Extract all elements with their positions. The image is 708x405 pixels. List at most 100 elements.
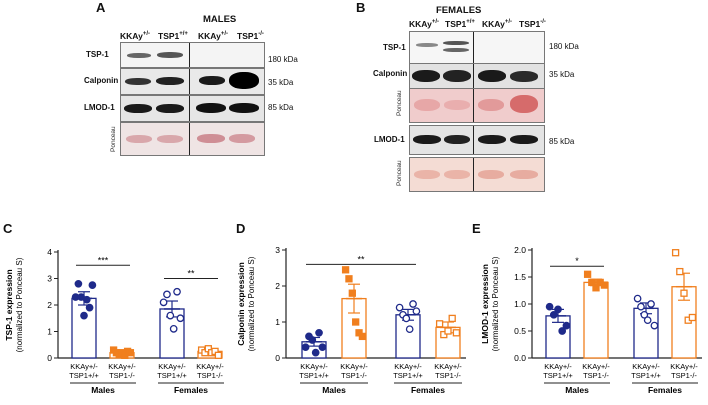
panel-b-blot-tsp1 <box>409 31 545 64</box>
d-data-point <box>395 303 404 312</box>
panel-a-group-1: KKAy+/- <box>120 31 150 41</box>
c-y-axis-label: TSP-1 expression <box>4 269 14 340</box>
e-category-label-line2: TSP1+/+ <box>543 371 573 380</box>
e-category-label-line1: KKAy+/- <box>544 362 572 371</box>
e-data-point <box>637 302 645 311</box>
e-data-point <box>558 327 567 335</box>
e-category-label-line2: TSP1+/+ <box>631 371 661 380</box>
d-category-label-line1: KKAy+/- <box>300 362 328 371</box>
e-sex-group-label: Females <box>648 385 682 395</box>
d-data-point <box>448 314 456 323</box>
panel-b-blot-ponceau-2 <box>409 157 545 192</box>
e-data-point <box>647 300 655 308</box>
e-y-axis-label: LMOD-1 expression <box>480 264 490 344</box>
d-data-point <box>358 332 367 341</box>
d-category-label-line1: KKAy+/- <box>394 362 422 371</box>
e-significance-label: * <box>575 256 579 266</box>
e-data-point <box>549 310 558 319</box>
d-category-label-line1: KKAy+/- <box>434 362 462 371</box>
d-data-point <box>444 327 452 335</box>
c-significance-label: ** <box>187 269 195 279</box>
panel-a-blot-calponin <box>120 68 265 95</box>
e-y-axis-sublabel: (normalized to Ponceau S) <box>491 256 500 351</box>
panel-e-letter: E <box>472 221 481 236</box>
c-data-point <box>214 351 223 359</box>
d-data-point <box>308 336 317 344</box>
e-y-tick-label: 0.0 <box>514 353 526 363</box>
d-y-axis-label: Calponin expression <box>236 262 246 346</box>
c-y-tick-label: 0 <box>47 353 52 363</box>
e-y-tick-label: 2.0 <box>514 245 526 255</box>
d-category-label-line2: TSP1+/+ <box>299 371 329 380</box>
e-data-point <box>633 294 642 303</box>
e-data-point <box>671 249 680 257</box>
c-data-point <box>85 303 94 312</box>
c-category-label-line2: TSP1+/+ <box>69 371 99 380</box>
panel-a-letter: A <box>96 0 106 15</box>
c-data-point <box>126 349 135 357</box>
panel-b-group-4: TSP1-/- <box>519 19 546 29</box>
panel-b-kda-tsp1: 180 kDa <box>549 42 579 51</box>
panel-b-title: FEMALES <box>436 5 482 16</box>
c-data-point <box>159 298 168 307</box>
panel-a-blot-lmod1 <box>120 95 265 122</box>
d-y-tick-label: 0 <box>275 353 280 363</box>
e-category-label-line2: TSP1-/- <box>671 371 697 380</box>
c-category-label-line2: TSP1-/- <box>109 371 135 380</box>
e-sex-group-label: Males <box>565 385 589 395</box>
d-data-point <box>318 343 327 352</box>
c-category-label-line2: TSP1-/- <box>197 371 223 380</box>
e-y-tick-label: 1.0 <box>514 299 526 309</box>
chart-d: Calponin expression (normalized to Poncea… <box>236 245 466 395</box>
c-data-point <box>166 311 175 320</box>
panel-d-letter: D <box>236 221 246 236</box>
e-category-label-line1: KKAy+/- <box>670 362 698 371</box>
c-y-tick-label: 3 <box>47 274 52 284</box>
d-data-point <box>409 300 417 308</box>
d-data-point <box>405 325 414 334</box>
d-significance-label: ** <box>357 254 365 264</box>
d-data-point <box>352 318 360 326</box>
panel-b-row-label-calponin: Calponin <box>373 69 408 78</box>
d-y-tick-label: 2 <box>275 281 280 291</box>
c-data-point <box>88 281 97 289</box>
panel-a-ponceau-label: Ponceau <box>110 126 117 152</box>
c-data-point <box>80 311 88 320</box>
d-y-tick-label: 3 <box>275 245 280 255</box>
panel-b-kda-lmod1: 85 kDa <box>549 137 575 146</box>
c-category-label-line1: KKAy+/- <box>108 362 136 371</box>
panel-b-letter: B <box>356 0 366 15</box>
e-data-point <box>592 284 600 292</box>
panel-a-row-label-tsp1: TSP-1 <box>86 50 109 59</box>
e-data-point <box>676 267 684 276</box>
d-data-point <box>452 329 461 337</box>
e-data-point <box>643 316 652 325</box>
panel-a-kda-lmod1: 85 kDa <box>268 103 294 112</box>
d-category-label-line1: KKAy+/- <box>340 362 368 371</box>
panel-b-row-label-tsp1: TSP-1 <box>383 43 406 52</box>
c-category-label-line1: KKAy+/- <box>158 362 186 371</box>
d-data-point <box>341 266 350 274</box>
c-y-tick-label: 1 <box>47 327 52 337</box>
d-data-point <box>348 289 356 297</box>
panel-b-group-headers: KKAy+/- TSP1+/+ KKAy+/- TSP1-/- <box>409 19 559 31</box>
panel-b-blot-lmod1 <box>409 125 545 155</box>
e-data-point <box>640 310 649 319</box>
panel-a-title: MALES <box>203 14 237 25</box>
c-data-point <box>163 290 171 299</box>
c-sex-group-label: Females <box>174 385 208 395</box>
e-category-label-line1: KKAy+/- <box>632 362 660 371</box>
panel-a-row-label-lmod1: LMOD-1 <box>84 103 115 112</box>
c-sex-group-label: Males <box>91 385 115 395</box>
c-data-point <box>169 325 178 333</box>
c-category-label-line1: KKAy+/- <box>70 362 98 371</box>
c-category-label-line2: TSP1+/+ <box>157 371 187 380</box>
panel-c-letter: C <box>3 221 13 236</box>
panel-b-blot-ponceau-1 <box>409 88 545 123</box>
panel-b-kda-calponin: 35 kDa <box>549 70 575 79</box>
e-data-point <box>680 289 688 297</box>
panel-a-blot-ponceau <box>120 122 265 156</box>
panel-b-blot-calponin <box>409 63 545 89</box>
d-sex-group-label: Males <box>322 385 346 395</box>
d-data-point <box>402 314 411 323</box>
